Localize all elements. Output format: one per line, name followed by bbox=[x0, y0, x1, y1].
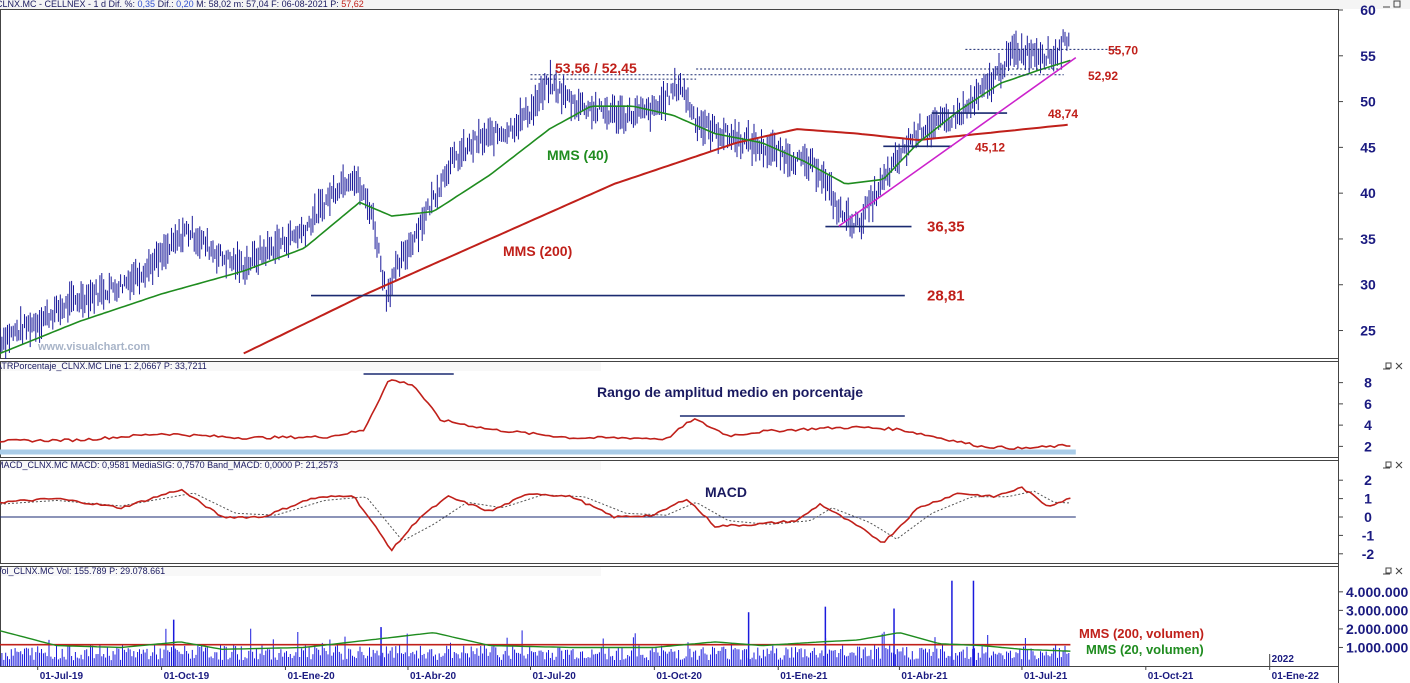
price-maximize-icon[interactable] bbox=[1393, 0, 1401, 8]
label-mms40: MMS (40) bbox=[547, 147, 608, 163]
trend-line bbox=[838, 56, 1077, 227]
price-panel: 28,81 36,35 45,12 48,74 52,92 55,70 53,56 / 52… bbox=[0, 29, 1138, 359]
ytick-label: 60 bbox=[1360, 2, 1376, 18]
ytick-label: 4.000.000 bbox=[1346, 584, 1408, 600]
macd-panel bbox=[0, 486, 1076, 552]
label-vol-mms20: MMS (20, volumen) bbox=[1086, 642, 1204, 657]
atr-close-icon[interactable] bbox=[1395, 362, 1403, 370]
atr-minimize-icon[interactable] bbox=[1383, 362, 1392, 370]
ytick-label: -2 bbox=[1362, 546, 1375, 562]
label-atr-title: Rango de amplitud medio en porcentaje bbox=[597, 384, 863, 400]
volume-panel bbox=[0, 580, 1071, 666]
year-marker-label: 2022 bbox=[1272, 654, 1295, 665]
ytick-label: 1.000.000 bbox=[1346, 640, 1408, 656]
xtick-label: 01-Oct-21 bbox=[1148, 671, 1194, 682]
ytick-label: 1 bbox=[1364, 491, 1372, 507]
macd-close-icon[interactable] bbox=[1395, 461, 1403, 469]
price-bars bbox=[0, 29, 1070, 359]
ytick-label: 30 bbox=[1360, 277, 1376, 293]
ytick-label: 4 bbox=[1364, 417, 1372, 433]
atr-line bbox=[0, 379, 1071, 451]
svg-text:CLNX.MC - CELLNEX - 1 d Dif.: CLNX.MC - CELLNEX - 1 d Dif. %: 0,35 Dif… bbox=[0, 0, 364, 9]
ytick-label: 40 bbox=[1360, 185, 1376, 201]
level-53-56-label: 53,56 / 52,45 bbox=[555, 60, 637, 76]
y-axes: 25 30 35 40 45 50 55 60 2 4 6 8 2 1 0 -1 -2 1.000.000 2.00… bbox=[1338, 2, 1408, 656]
panel-header-volume: Vol_CLNX.MC Vol: 155.789 P: 29.078.661 bbox=[0, 566, 601, 576]
level-55-70-label: 55,70 bbox=[1108, 43, 1138, 57]
ytick-label: 35 bbox=[1360, 231, 1376, 247]
volume-bars bbox=[0, 628, 1070, 666]
label-macd-title: MACD bbox=[705, 484, 747, 500]
ytick-label: 6 bbox=[1364, 396, 1372, 412]
xtick-label: 01-Jul-21 bbox=[1024, 671, 1068, 682]
ytick-label: 2 bbox=[1364, 438, 1372, 454]
ytick-label: 3.000.000 bbox=[1346, 602, 1408, 618]
xtick-label: 01-Jul-19 bbox=[40, 671, 84, 682]
level-48-74-label: 48,74 bbox=[1048, 107, 1078, 121]
svg-text:MACD_CLNX.MC MACD: 0,9581 Me: MACD_CLNX.MC MACD: 0,9581 MediaSIG: 0,75… bbox=[0, 460, 338, 470]
label-mms200: MMS (200) bbox=[503, 243, 572, 259]
xtick-label: 01-Oct-20 bbox=[656, 671, 702, 682]
level-52-92-label: 52,92 bbox=[1088, 69, 1118, 83]
level-36-35-label: 36,35 bbox=[927, 219, 965, 236]
panel-header-macd: MACD_CLNX.MC MACD: 0,9581 MediaSIG: 0,75… bbox=[0, 460, 601, 470]
ytick-label: 25 bbox=[1360, 323, 1376, 339]
panel-header-atr: ATRPorcentaje_CLNX.MC Line 1: 2,0667 P: … bbox=[0, 361, 601, 371]
volume-close-icon[interactable] bbox=[1395, 567, 1403, 575]
ytick-label: 2 bbox=[1364, 472, 1372, 488]
ytick-label: 8 bbox=[1364, 375, 1372, 391]
xtick-label: 01-Ene-20 bbox=[287, 671, 335, 682]
ytick-label: -1 bbox=[1362, 527, 1375, 543]
x-axis: 01-Jul-19 01-Oct-19 01-Ene-20 01-Abr-20 01-J… bbox=[37, 654, 1320, 682]
ytick-label: 50 bbox=[1360, 94, 1376, 110]
xtick-label: 01-Jul-20 bbox=[532, 671, 576, 682]
level-45-12-label: 45,12 bbox=[975, 140, 1005, 154]
macd-minimize-icon[interactable] bbox=[1383, 461, 1392, 469]
label-vol-mms200: MMS (200, volumen) bbox=[1079, 626, 1204, 641]
mms40-line bbox=[0, 59, 1071, 355]
svg-text:ATRPorcentaje_CLNX.MC Line 1:: ATRPorcentaje_CLNX.MC Line 1: 2,0667 P: … bbox=[0, 361, 207, 371]
window-controls[interactable] bbox=[1383, 0, 1403, 575]
ytick-label: 2.000.000 bbox=[1346, 621, 1408, 637]
ytick-label: 55 bbox=[1360, 48, 1376, 64]
xtick-label: 01-Abr-20 bbox=[410, 671, 457, 682]
volume-mms20-line bbox=[0, 630, 1071, 652]
macd-signal-line bbox=[0, 490, 1071, 541]
ytick-label: 45 bbox=[1360, 139, 1376, 155]
level-28-81-label: 28,81 bbox=[927, 288, 965, 305]
watermark: www.visualchart.com bbox=[37, 341, 150, 353]
panel-frames bbox=[0, 0, 1339, 683]
xtick-label: 01-Abr-21 bbox=[901, 671, 948, 682]
ytick-label: 0 bbox=[1364, 509, 1372, 525]
mms200-line bbox=[243, 123, 1068, 355]
xtick-label: 01-Oct-19 bbox=[164, 671, 210, 682]
macd-line bbox=[0, 486, 1071, 552]
atr-panel bbox=[0, 373, 1076, 455]
xtick-label: 01-Ene-22 bbox=[1272, 671, 1320, 682]
volume-minimize-icon[interactable] bbox=[1383, 567, 1392, 575]
svg-text:Vol_CLNX.MC Vol: 155.789 P:: Vol_CLNX.MC Vol: 155.789 P: 29.078.661 bbox=[0, 566, 165, 576]
panel-header-price: CLNX.MC - CELLNEX - 1 d Dif. %: 0,35 Dif… bbox=[0, 0, 1410, 9]
xtick-label: 01-Ene-21 bbox=[780, 671, 828, 682]
